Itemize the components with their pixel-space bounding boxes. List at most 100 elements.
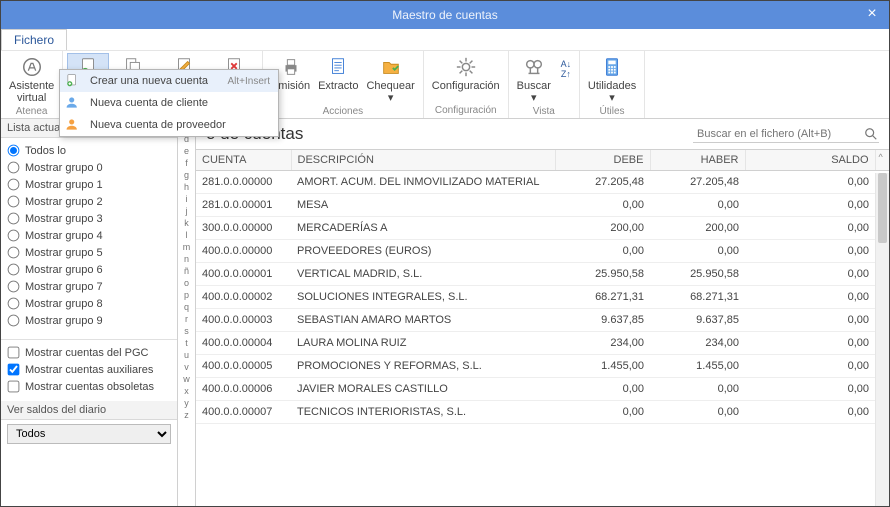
cell-haber: 0,00 [650,240,745,263]
alpha-letter[interactable]: e [184,145,189,157]
alpha-letter[interactable]: r [185,313,188,325]
user-blue-icon [66,95,84,111]
table-row[interactable]: 400.0.0.00006JAVIER MORALES CASTILLO0,00… [196,378,889,401]
alpha-letter[interactable]: q [184,301,189,313]
radio-input[interactable] [8,179,20,191]
alpha-letter[interactable]: t [185,337,188,349]
filter-checkbox[interactable]: Mostrar cuentas obsoletas [7,378,171,395]
filter-radio[interactable]: Mostrar grupo 4 [7,227,171,244]
alpha-letter[interactable]: z [184,409,189,421]
cell-desc: MESA [291,194,555,217]
calc-icon [600,55,624,79]
checkbox-input[interactable] [8,364,20,376]
col-desc[interactable]: DESCRIPCIÓN [291,150,555,171]
cell-haber: 234,00 [650,332,745,355]
alpha-letter[interactable]: l [186,229,188,241]
table-row[interactable]: 400.0.0.00002SOLUCIONES INTEGRALES, S.L.… [196,286,889,309]
filter-radio[interactable]: Mostrar grupo 5 [7,244,171,261]
alpha-letter[interactable]: x [184,385,189,397]
diary-select[interactable]: Todos [7,424,171,444]
col-cuenta[interactable]: CUENTA [196,150,291,171]
close-button[interactable]: × [861,3,883,25]
alpha-letter[interactable]: i [186,193,188,205]
filter-radio[interactable]: Mostrar grupo 1 [7,176,171,193]
buscar-button[interactable]: Buscar▾ [513,53,555,106]
table-row[interactable]: 400.0.0.00001VERTICAL MADRID, S.L.25.950… [196,263,889,286]
filter-radio[interactable]: Mostrar grupo 7 [7,278,171,295]
alpha-letter[interactable]: ñ [184,265,189,277]
alpha-letter[interactable]: k [184,217,189,229]
radio-input[interactable] [8,145,20,157]
alpha-letter[interactable]: w [183,373,190,385]
search-input[interactable] [693,126,863,142]
nuevo-dropdown: Crear una nueva cuentaAlt+InsertNueva cu… [59,69,279,137]
alpha-letter[interactable]: o [184,277,189,289]
cell-desc: VERTICAL MADRID, S.L. [291,263,555,286]
radio-input[interactable] [8,298,20,310]
filter-radio[interactable]: Mostrar grupo 8 [7,295,171,312]
ribbon-tabs: Fichero [1,29,889,51]
filter-checkbox[interactable]: Mostrar cuentas auxiliares [7,361,171,378]
configuracion-button[interactable]: Configuración [428,53,504,94]
table-row[interactable]: 400.0.0.00003SEBASTIAN AMARO MARTOS9.637… [196,309,889,332]
alpha-letter[interactable]: u [184,349,189,361]
filter-radio[interactable]: Mostrar grupo 0 [7,159,171,176]
cell-cuenta: 281.0.0.00001 [196,194,291,217]
dropdown-item[interactable]: Nueva cuenta de cliente [60,92,278,114]
cell-haber: 0,00 [650,401,745,424]
cell-cuenta: 400.0.0.00004 [196,332,291,355]
radio-input[interactable] [8,315,20,327]
alpha-letter[interactable]: f [185,157,188,169]
alpha-letter[interactable]: g [184,169,189,181]
cell-cuenta: 400.0.0.00007 [196,401,291,424]
col-debe[interactable]: DEBE [555,150,650,171]
table-row[interactable]: 400.0.0.00007TECNICOS INTERIORISTAS, S.L… [196,401,889,424]
radio-input[interactable] [8,162,20,174]
search-icon[interactable] [863,126,879,142]
ribbon-tab-fichero[interactable]: Fichero [1,29,67,50]
alpha-letter[interactable]: v [184,361,189,373]
radio-input[interactable] [8,281,20,293]
alpha-letter[interactable]: n [184,253,189,265]
alpha-letter[interactable]: m [183,241,191,253]
filter-radio[interactable]: Todos lo [7,142,171,159]
checkbox-input[interactable] [8,381,20,393]
utilidades-button[interactable]: Utilidades▾ [584,53,640,106]
cell-cuenta: 300.0.0.00000 [196,217,291,240]
filter-radio[interactable]: Mostrar grupo 3 [7,210,171,227]
table-row[interactable]: 400.0.0.00000PROVEEDORES (EUROS)0,000,00… [196,240,889,263]
table-row[interactable]: 281.0.0.00000AMORT. ACUM. DEL INMOVILIZA… [196,171,889,194]
radio-input[interactable] [8,213,20,225]
alpha-letter[interactable]: y [184,397,189,409]
chequear-button[interactable]: Chequear▾ [362,53,418,106]
radio-input[interactable] [8,230,20,242]
cell-desc: LAURA MOLINA RUIZ [291,332,555,355]
radio-input[interactable] [8,196,20,208]
alpha-letter[interactable]: h [184,181,189,193]
alpha-letter[interactable]: s [184,325,189,337]
checkbox-input[interactable] [8,347,20,359]
radio-label: Todos lo [25,145,66,157]
sort-az-button[interactable]: A↓Z↑ [557,53,575,85]
radio-input[interactable] [8,264,20,276]
cell-debe: 1.455,00 [555,355,650,378]
alpha-letter[interactable]: j [186,205,188,217]
vertical-scrollbar[interactable] [875,173,889,506]
extracto-button[interactable]: Extracto [314,53,362,106]
table-row[interactable]: 400.0.0.00004LAURA MOLINA RUIZ234,00234,… [196,332,889,355]
dropdown-item[interactable]: Nueva cuenta de proveedor [60,114,278,136]
alpha-letter[interactable]: p [184,289,189,301]
radio-input[interactable] [8,247,20,259]
cell-debe: 0,00 [555,194,650,217]
table-row[interactable]: 281.0.0.00001MESA0,000,000,00 [196,194,889,217]
filter-radio[interactable]: Mostrar grupo 6 [7,261,171,278]
dropdown-item[interactable]: Crear una nueva cuentaAlt+Insert [60,70,278,92]
col-haber[interactable]: HABER [650,150,745,171]
filter-radio[interactable]: Mostrar grupo 9 [7,312,171,329]
filter-checkbox[interactable]: Mostrar cuentas del PGC [7,344,171,361]
table-row[interactable]: 300.0.0.00000MERCADERÍAS A200,00200,000,… [196,217,889,240]
filter-radio[interactable]: Mostrar grupo 2 [7,193,171,210]
col-saldo[interactable]: SALDO [745,150,875,171]
table-row[interactable]: 400.0.0.00005PROMOCIONES Y REFORMAS, S.L… [196,355,889,378]
asistente-virtual-button[interactable]: Asistentevirtual [5,53,58,106]
